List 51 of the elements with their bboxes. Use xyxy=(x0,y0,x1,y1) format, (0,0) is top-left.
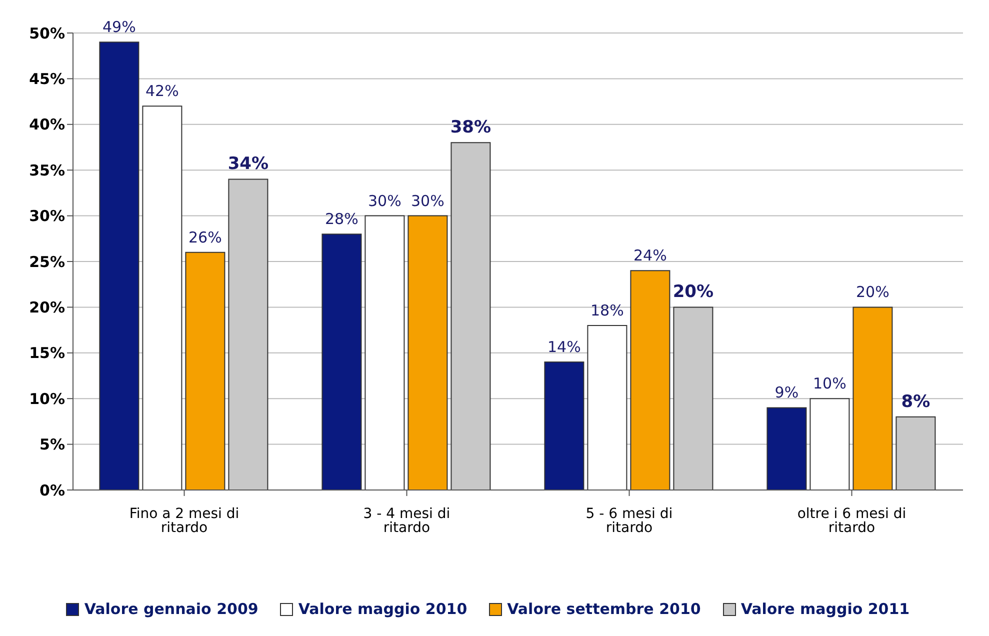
bar xyxy=(364,215,405,490)
bar xyxy=(142,106,182,490)
bar xyxy=(852,306,893,490)
data-label: 30% xyxy=(368,192,402,210)
data-label: 8% xyxy=(901,392,930,412)
data-label: 10% xyxy=(813,374,846,393)
data-label: 28% xyxy=(325,210,358,228)
data-label: 34% xyxy=(228,154,269,174)
bar xyxy=(766,407,807,490)
bar xyxy=(587,324,628,490)
data-label: 9% xyxy=(774,384,799,402)
y-tick-label: 20% xyxy=(29,298,65,317)
y-tick-label: 25% xyxy=(29,252,65,271)
y-tick-label: 40% xyxy=(29,116,65,134)
bar xyxy=(228,178,268,490)
bar xyxy=(673,306,714,490)
x-tick-label: 5 - 6 mesi di ritardo xyxy=(586,506,673,536)
bar xyxy=(408,215,448,490)
data-label: 49% xyxy=(102,18,136,36)
bar xyxy=(185,252,226,490)
legend-label: Valore maggio 2010 xyxy=(298,600,468,618)
data-label: 14% xyxy=(548,338,581,356)
data-label: 20% xyxy=(856,283,890,302)
x-tick-label: 3 - 4 mesi di ritardo xyxy=(363,506,450,536)
bar xyxy=(322,234,362,490)
data-label: 38% xyxy=(450,118,492,138)
legend-label: Valore settembre 2010 xyxy=(507,600,701,618)
legend-label: Valore gennaio 2009 xyxy=(84,600,258,618)
bar xyxy=(810,398,850,490)
bar xyxy=(544,362,584,490)
y-tick-label: 15% xyxy=(29,344,65,362)
y-tick-label: 10% xyxy=(29,390,65,408)
bar xyxy=(630,270,670,490)
bar xyxy=(896,416,936,490)
x-tick-label: oltre i 6 mesi di ritardo xyxy=(797,506,906,536)
data-label: 26% xyxy=(188,228,222,246)
data-label: 42% xyxy=(146,82,179,100)
y-tick-label: 45% xyxy=(29,70,65,88)
y-tick-label: 0% xyxy=(40,481,65,500)
data-label: 20% xyxy=(672,282,714,302)
y-tick-label: 50% xyxy=(29,24,65,42)
data-label: 18% xyxy=(590,301,624,320)
data-label: 30% xyxy=(411,192,444,210)
y-tick-label: 35% xyxy=(29,161,65,180)
data-label: 24% xyxy=(634,246,667,265)
x-tick-label: Fino a 2 mesi di ritardo xyxy=(129,506,240,536)
y-tick-label: 5% xyxy=(40,436,65,454)
bar xyxy=(99,42,140,490)
bar xyxy=(450,142,491,490)
legend-label: Valore maggio 2011 xyxy=(740,600,910,618)
y-tick-label: 30% xyxy=(29,207,65,226)
